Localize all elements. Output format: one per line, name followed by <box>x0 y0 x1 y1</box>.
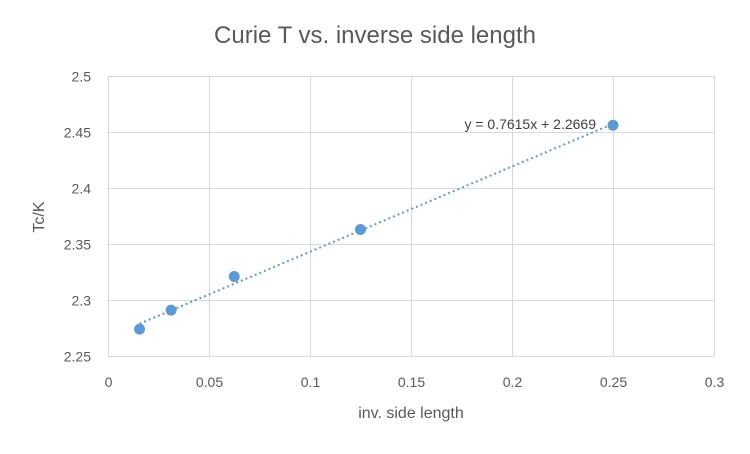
x-tick-label: 0.1 <box>301 374 321 390</box>
y-tick-label: 2.4 <box>72 181 92 197</box>
y-tick-label: 2.25 <box>64 349 91 365</box>
x-tick-label: 0.25 <box>600 374 627 390</box>
trendline-group: y = 0.7615x + 2.2669 <box>139 116 614 325</box>
y-tick-label: 2.35 <box>64 237 91 253</box>
trendline-equation: y = 0.7615x + 2.2669 <box>464 116 596 132</box>
data-point <box>165 304 177 316</box>
data-point <box>607 119 619 131</box>
x-tick-label: 0.3 <box>705 374 725 390</box>
x-axis-label: inv. side length <box>358 405 464 422</box>
y-axis-tick-labels: 2.25 2.3 2.35 2.4 2.45 2.5 <box>64 69 91 365</box>
x-axis-tick-labels: 0 0.05 0.1 0.15 0.2 0.25 0.3 <box>105 374 725 390</box>
linear-trendline <box>139 122 614 325</box>
data-point <box>134 323 146 335</box>
y-tick-label: 2.45 <box>64 125 91 141</box>
x-tick-label: 0 <box>105 374 113 390</box>
chart-title: Curie T vs. inverse side length <box>214 22 536 49</box>
data-points <box>134 119 619 335</box>
x-tick-label: 0.05 <box>196 374 223 390</box>
y-axis-label: Tc/K <box>31 201 48 232</box>
y-tick-label: 2.5 <box>72 69 92 85</box>
data-point <box>228 270 240 282</box>
x-tick-label: 0.2 <box>503 374 523 390</box>
x-tick-label: 0.15 <box>398 374 425 390</box>
gridlines <box>108 76 715 357</box>
data-point <box>355 223 366 235</box>
y-tick-label: 2.3 <box>72 293 92 309</box>
